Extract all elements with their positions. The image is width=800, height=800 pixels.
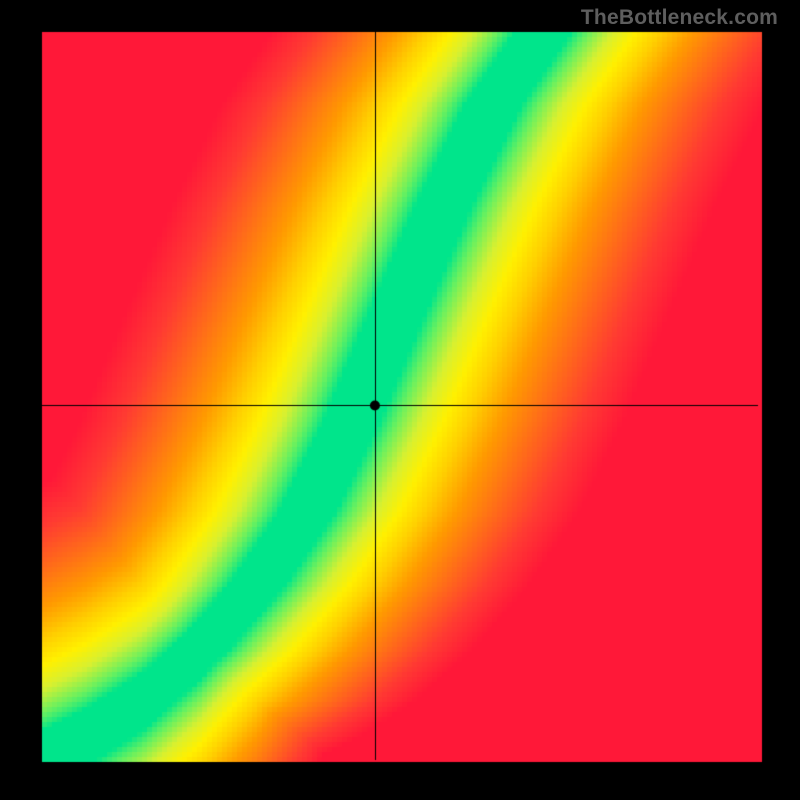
watermark-text: TheBottleneck.com bbox=[581, 6, 778, 30]
chart-container: TheBottleneck.com bbox=[0, 0, 800, 800]
bottleneck-heatmap bbox=[0, 0, 800, 800]
